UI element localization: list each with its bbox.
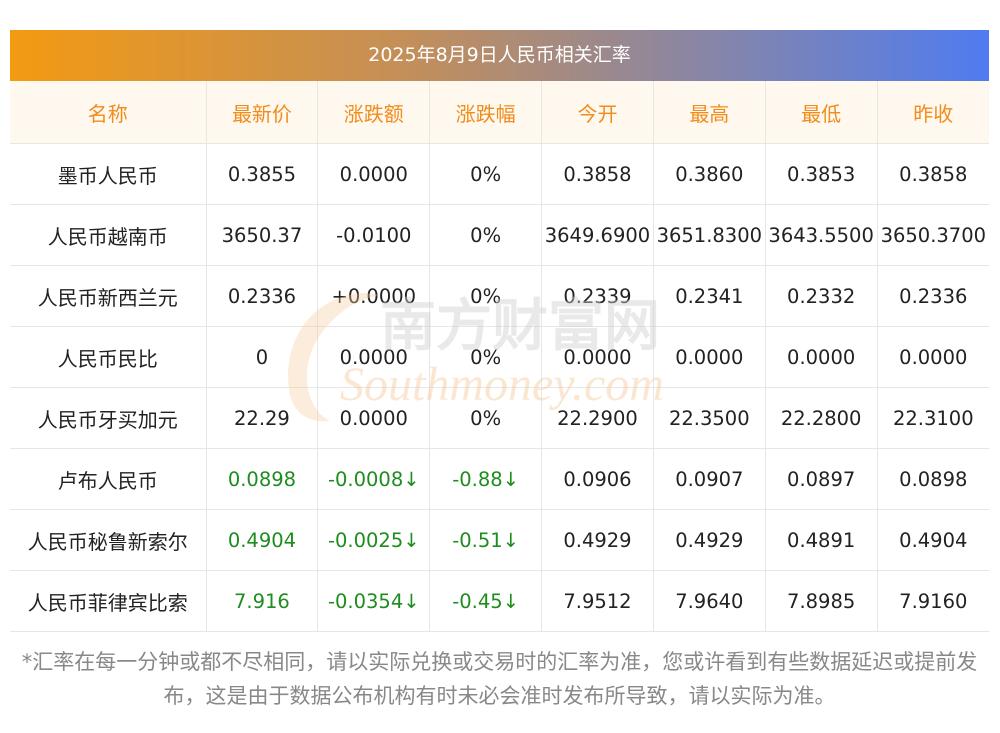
currency-name: 人民币秘鲁新索尔: [10, 509, 207, 571]
low-price: 3643.5500: [765, 204, 878, 266]
open-price: 0.0906: [541, 448, 654, 510]
header-change: 涨跌额: [317, 81, 431, 144]
high-price: 0.2341: [653, 265, 766, 327]
prev-close: 0.3858: [877, 143, 989, 205]
change-amount: 0.0000: [317, 143, 431, 205]
low-price: 0.3853: [765, 143, 878, 205]
change-pct: -0.51↓: [429, 509, 543, 571]
change-amount: +0.0000: [317, 265, 431, 327]
change-amount: -0.0025↓: [317, 509, 431, 571]
header-high: 最高: [653, 81, 766, 144]
table-row: 墨币人民币 0.3855 0.0000 0% 0.3858 0.3860 0.3853 0.3…: [10, 143, 989, 205]
table-row: 人民币牙买加元 22.29 0.0000 0% 22.2900 22.3500 22.280…: [10, 387, 989, 449]
low-price: 22.2800: [765, 387, 878, 449]
header-prev-close: 昨收: [877, 81, 989, 144]
currency-name: 人民币牙买加元: [10, 387, 207, 449]
change-pct: -0.45↓: [429, 570, 543, 632]
header-row: 名称 最新价 涨跌额 涨跌幅 今开 最高 最低 昨收: [10, 81, 989, 144]
rate-table: 名称 最新价 涨跌额 涨跌幅 今开 最高 最低 昨收 墨币人民币 0.3855 0.…: [10, 81, 989, 632]
change-amount: -0.0008↓: [317, 448, 431, 510]
high-price: 0.0000: [653, 326, 766, 388]
rate-table-container: 2025年8月9日人民币相关汇率 名称 最新价 涨跌额 涨跌幅 今开 最高 最低…: [10, 30, 989, 632]
prev-close: 3650.3700: [877, 204, 989, 266]
change-pct: 0%: [429, 265, 543, 327]
change-pct: 0%: [429, 326, 543, 388]
change-amount: 0.0000: [317, 387, 431, 449]
open-price: 7.9512: [541, 570, 654, 632]
header-latest: 最新价: [206, 81, 319, 144]
change-pct: 0%: [429, 387, 543, 449]
high-price: 7.9640: [653, 570, 766, 632]
currency-name: 人民币民比: [10, 326, 207, 388]
change-amount: 0.0000: [317, 326, 431, 388]
low-price: 0.2332: [765, 265, 878, 327]
disclaimer-footnote: *汇率在每一分钟或都不尽相同，请以实际兑换或交易时的汇率为准，您或许看到有些数据…: [21, 650, 978, 708]
table-title: 2025年8月9日人民币相关汇率: [10, 30, 989, 81]
high-price: 0.0907: [653, 448, 766, 510]
change-pct: 0%: [429, 143, 543, 205]
latest-price: 22.29: [206, 387, 319, 449]
high-price: 22.3500: [653, 387, 766, 449]
low-price: 0.4891: [765, 509, 878, 571]
high-price: 0.4929: [653, 509, 766, 571]
currency-name: 人民币新西兰元: [10, 265, 207, 327]
low-price: 7.8985: [765, 570, 878, 632]
low-price: 0.0897: [765, 448, 878, 510]
latest-price: 0.2336: [206, 265, 319, 327]
prev-close: 0.4904: [877, 509, 989, 571]
latest-price: 0.3855: [206, 143, 319, 205]
change-amount: -0.0354↓: [317, 570, 431, 632]
latest-price: 7.916: [206, 570, 319, 632]
header-name: 名称: [10, 81, 207, 144]
currency-name: 人民币越南币: [10, 204, 207, 266]
currency-name: 人民币菲律宾比索: [10, 570, 207, 632]
header-low: 最低: [765, 81, 878, 144]
table-row: 卢布人民币 0.0898 -0.0008↓ -0.88↓ 0.0906 0.0907 0.0…: [10, 448, 989, 510]
prev-close: 0.2336: [877, 265, 989, 327]
latest-price: 0.0898: [206, 448, 319, 510]
table-row: 人民币越南币 3650.37 -0.0100 0% 3649.6900 3651.8300…: [10, 204, 989, 266]
table-row: 人民币新西兰元 0.2336 +0.0000 0% 0.2339 0.2341 0.2332…: [10, 265, 989, 327]
header-open: 今开: [541, 81, 654, 144]
header-change-pct: 涨跌幅: [429, 81, 543, 144]
change-pct: -0.88↓: [429, 448, 543, 510]
latest-price: 0.4904: [206, 509, 319, 571]
table-row: 人民币秘鲁新索尔 0.4904 -0.0025↓ -0.51↓ 0.4929 0.4929…: [10, 509, 989, 571]
open-price: 0.3858: [541, 143, 654, 205]
prev-close: 0.0898: [877, 448, 989, 510]
currency-name: 卢布人民币: [10, 448, 207, 510]
open-price: 0.2339: [541, 265, 654, 327]
latest-price: 3650.37: [206, 204, 319, 266]
change-pct: 0%: [429, 204, 543, 266]
prev-close: 7.9160: [877, 570, 989, 632]
prev-close: 22.3100: [877, 387, 989, 449]
open-price: 22.2900: [541, 387, 654, 449]
table-row: 人民币菲律宾比索 7.916 -0.0354↓ -0.45↓ 7.9512 7.9640 7…: [10, 570, 989, 632]
open-price: 0.4929: [541, 509, 654, 571]
high-price: 3651.8300: [653, 204, 766, 266]
open-price: 3649.6900: [541, 204, 654, 266]
table-row: 人民币民比 0 0.0000 0% 0.0000 0.0000 0.0000 0.0000: [10, 326, 989, 388]
prev-close: 0.0000: [877, 326, 989, 388]
high-price: 0.3860: [653, 143, 766, 205]
latest-price: 0: [206, 326, 319, 388]
change-amount: -0.0100: [317, 204, 431, 266]
open-price: 0.0000: [541, 326, 654, 388]
currency-name: 墨币人民币: [10, 143, 207, 205]
low-price: 0.0000: [765, 326, 878, 388]
